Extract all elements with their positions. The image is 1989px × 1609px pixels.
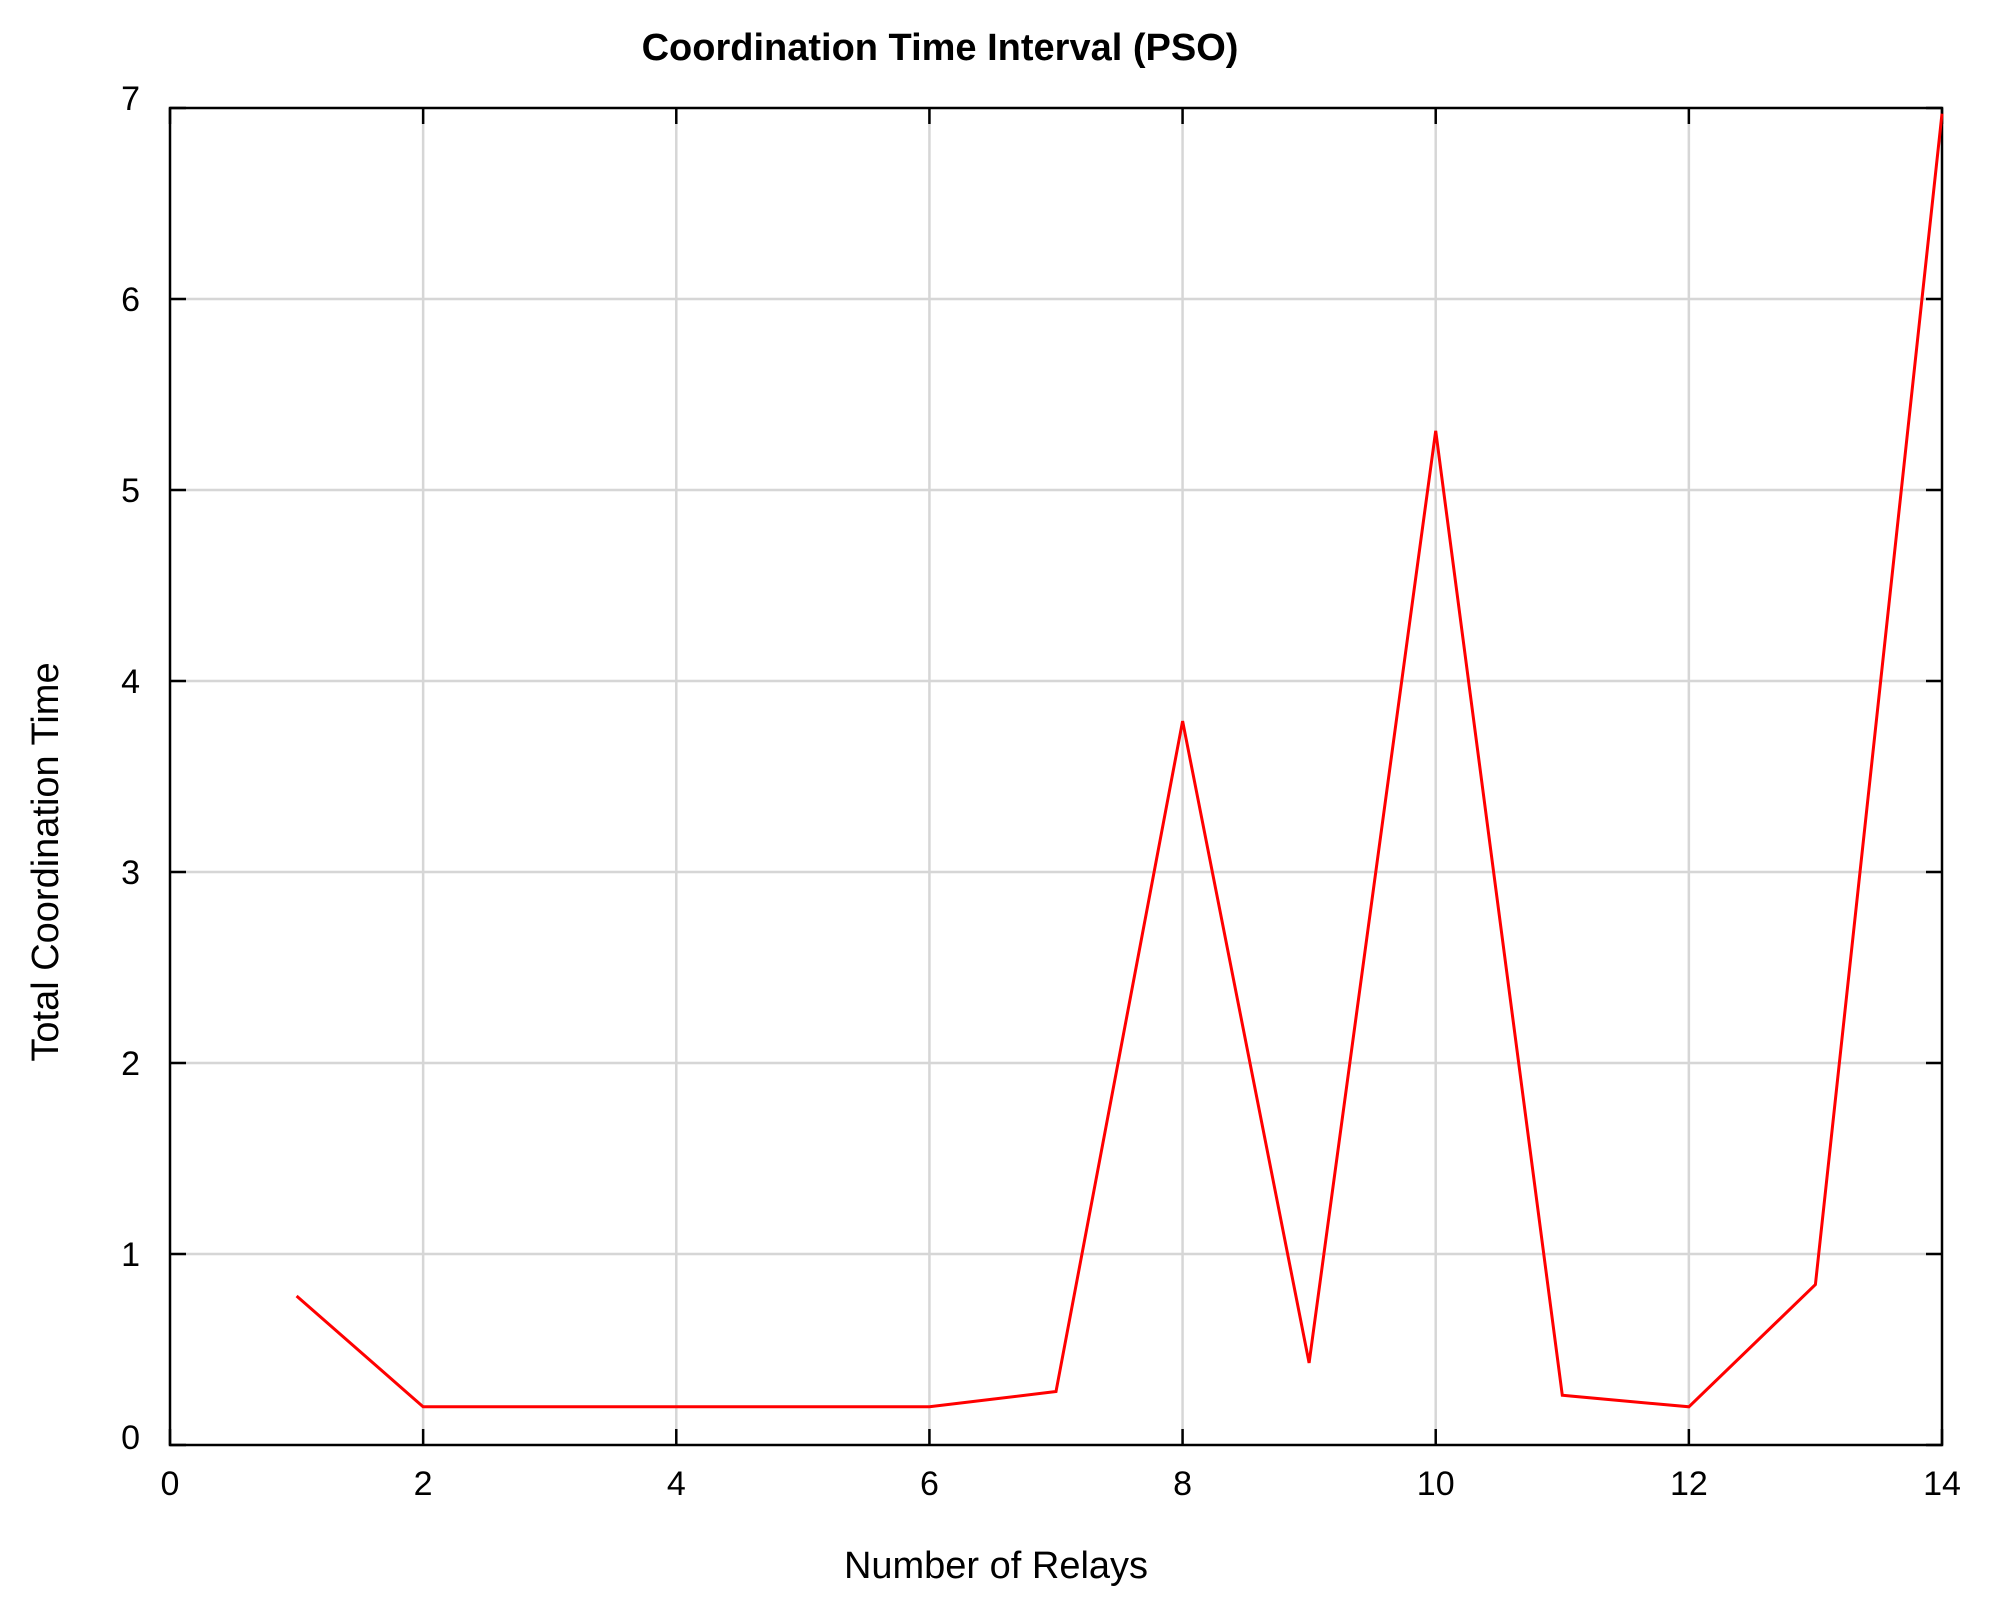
y-gridlines <box>170 297 1942 1256</box>
x-tick-label: 10 <box>1417 1465 1455 1503</box>
y-tick-label: 5 <box>121 472 140 510</box>
x-axis-ticks: 0 2 4 6 8 10 12 14 <box>161 108 1961 1503</box>
x-axis-label: Number of Relays <box>844 1545 1148 1587</box>
y-tick-label: 4 <box>121 663 140 701</box>
y-tick-label: 1 <box>121 1236 140 1274</box>
series-line <box>295 113 1944 1409</box>
plot-frame <box>168 106 1944 1447</box>
chart-title: Coordination Time Interval (PSO) <box>642 27 1239 69</box>
x-gridlines <box>421 108 1691 1445</box>
y-axis-label: Total Coordination Time <box>25 662 67 1061</box>
y-tick-label: 6 <box>121 281 140 319</box>
y-axis-ticks: 0 1 2 3 4 5 6 7 <box>121 80 1942 1457</box>
y-tick-label: 2 <box>121 1045 140 1083</box>
y-tick-label: 0 <box>121 1419 140 1457</box>
x-tick-label: 14 <box>1923 1465 1961 1503</box>
x-tick-label: 4 <box>667 1465 686 1503</box>
x-tick-label: 6 <box>920 1465 939 1503</box>
y-tick-label: 3 <box>121 854 140 892</box>
x-tick-label: 0 <box>161 1465 180 1503</box>
x-tick-label: 8 <box>1173 1465 1192 1503</box>
x-tick-label: 12 <box>1670 1465 1708 1503</box>
x-tick-label: 2 <box>414 1465 433 1503</box>
series-layer <box>295 113 1944 1409</box>
y-tick-label: 7 <box>121 80 140 118</box>
